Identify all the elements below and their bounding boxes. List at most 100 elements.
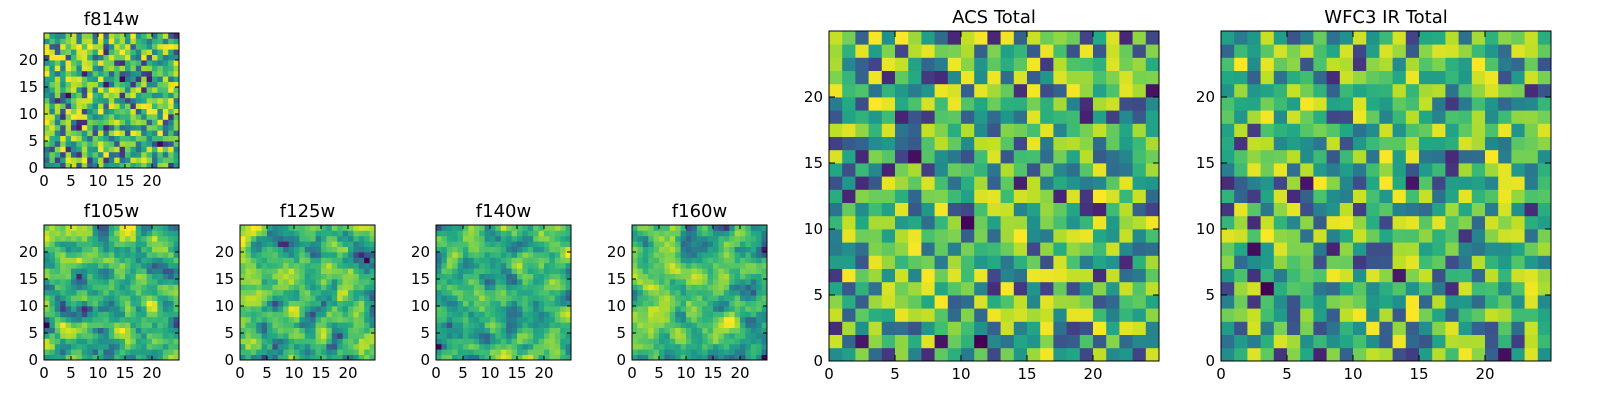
heatmap-cell xyxy=(119,289,126,296)
heatmap-cell xyxy=(842,321,856,335)
heatmap-cell xyxy=(457,316,464,323)
heatmap-cell xyxy=(119,300,126,307)
heatmap-cell xyxy=(881,347,896,362)
heatmap-cell xyxy=(974,334,988,349)
heatmap-cell xyxy=(81,108,88,115)
heatmap-cell xyxy=(114,81,120,88)
heatmap-cell xyxy=(1273,281,1288,296)
heatmap-cell xyxy=(506,338,512,345)
heatmap-cell xyxy=(632,273,638,280)
heatmap-cell xyxy=(691,279,698,285)
heatmap-cell xyxy=(1458,308,1473,322)
heatmap-cell xyxy=(632,235,638,242)
heatmap-cell xyxy=(267,354,273,361)
heatmap-cell xyxy=(87,54,93,61)
heatmap-cell xyxy=(173,327,180,334)
heatmap-cell xyxy=(517,252,523,258)
heatmap-cell xyxy=(310,322,316,328)
heatmap-cell xyxy=(92,81,99,88)
heatmap-cell xyxy=(463,262,469,269)
heatmap-cell xyxy=(54,225,61,231)
heatmap-cell xyxy=(98,289,104,296)
heatmap-cell xyxy=(637,295,644,301)
heatmap-cell xyxy=(560,268,566,274)
heatmap-cell xyxy=(702,273,708,280)
heatmap-cell xyxy=(463,284,469,291)
heatmap-cell xyxy=(162,230,169,237)
heatmap-cell xyxy=(895,70,909,85)
heatmap-cell xyxy=(337,316,343,323)
heatmap-cell xyxy=(707,311,714,318)
heatmap-cell xyxy=(92,311,99,318)
heatmap-cell xyxy=(500,246,507,253)
heatmap-cell xyxy=(527,338,534,345)
heatmap-cell xyxy=(261,316,268,323)
heatmap-cell xyxy=(1234,176,1248,190)
heatmap-cell xyxy=(326,327,333,334)
heatmap-cell xyxy=(1273,268,1288,283)
heatmap-cell xyxy=(1537,83,1552,98)
heatmap-cell xyxy=(87,76,93,82)
heatmap-cell xyxy=(49,235,56,242)
heatmap-cell xyxy=(1234,149,1248,164)
heatmap-cell xyxy=(517,316,523,323)
heatmap-cell xyxy=(855,229,869,243)
heatmap-cell xyxy=(283,354,289,361)
heatmap-cell xyxy=(868,83,883,98)
heatmap-cell xyxy=(745,311,752,318)
heatmap-cell xyxy=(680,338,687,345)
heatmap-cell xyxy=(315,354,322,361)
heatmap-cell xyxy=(76,289,83,296)
heatmap-cell xyxy=(908,202,922,217)
heatmap-cell xyxy=(1366,44,1380,58)
heatmap-cell xyxy=(734,338,741,345)
heatmap-cell xyxy=(125,103,131,109)
heatmap-cell xyxy=(734,343,741,350)
heatmap-cell xyxy=(49,81,56,88)
heatmap-cell xyxy=(108,141,115,147)
heatmap-cell xyxy=(92,289,99,296)
heatmap-cell xyxy=(1013,202,1028,217)
heatmap-cell xyxy=(1053,149,1067,164)
heatmap-cell xyxy=(921,255,935,269)
heatmap-cell xyxy=(947,321,962,335)
heatmap-cell xyxy=(240,279,246,285)
heatmap-cell xyxy=(146,338,153,345)
heatmap-cell xyxy=(554,300,561,307)
heatmap-cell xyxy=(1066,176,1081,190)
heatmap-cell xyxy=(299,268,306,274)
heatmap-cell xyxy=(146,157,153,163)
heatmap-cell xyxy=(304,241,311,247)
heatmap-cell xyxy=(157,114,164,120)
heatmap-cell xyxy=(103,60,110,66)
heatmap-cell xyxy=(1432,189,1446,203)
heatmap-cell xyxy=(1471,44,1486,58)
heatmap-cell xyxy=(934,229,949,243)
heatmap-cell xyxy=(436,257,442,264)
heatmap-cell xyxy=(103,141,110,147)
heatmap-cell xyxy=(441,343,448,350)
heatmap-cell xyxy=(452,262,458,269)
heatmap-cell xyxy=(740,230,746,237)
heatmap-cell xyxy=(92,257,99,264)
heatmap-cell xyxy=(1040,242,1054,256)
heatmap-cell xyxy=(49,225,56,231)
heatmap-cell xyxy=(1300,308,1314,322)
heatmap-cell xyxy=(1432,347,1446,362)
heatmap-cell xyxy=(358,279,365,285)
heatmap-cell xyxy=(756,246,762,253)
heatmap-cell xyxy=(92,333,99,339)
heatmap-cell xyxy=(49,246,56,253)
heatmap-cell xyxy=(1221,347,1235,362)
heatmap-cell xyxy=(1066,202,1081,217)
heatmap-cell xyxy=(696,230,703,237)
heatmap-cell xyxy=(87,306,93,312)
heatmap-cell xyxy=(294,295,300,301)
heatmap-cell xyxy=(125,33,131,39)
heatmap-cell xyxy=(245,295,252,301)
heatmap-cell xyxy=(544,327,550,334)
heatmap-cell xyxy=(934,334,949,349)
heatmap-cell xyxy=(168,43,174,50)
heatmap-cell xyxy=(1079,70,1094,85)
